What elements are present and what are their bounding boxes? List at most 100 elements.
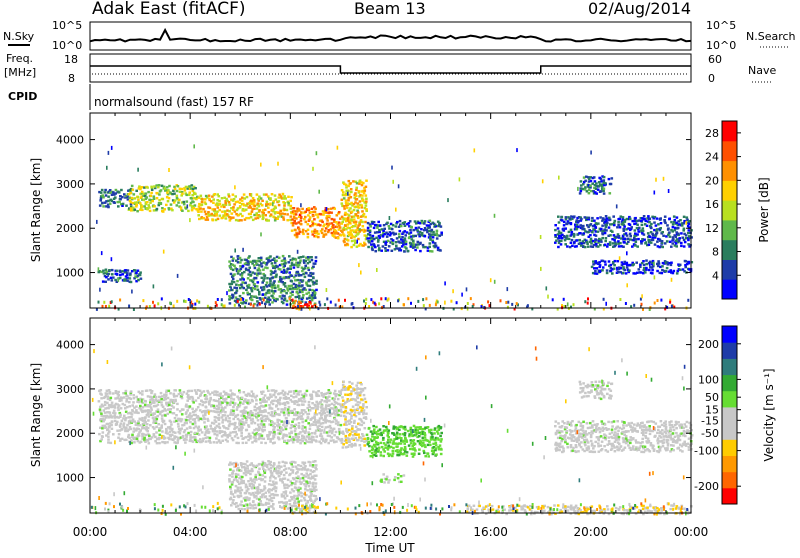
- echo-cell: [640, 242, 643, 244]
- echo-cell: [404, 428, 407, 430]
- echo-cell: [274, 270, 277, 272]
- echo-cell: [291, 410, 294, 412]
- echo-cell: [221, 421, 224, 423]
- echo-cell: [103, 191, 106, 193]
- echo-cell: [242, 287, 245, 289]
- echo-cell: [351, 438, 354, 440]
- echo-cell: [355, 431, 358, 433]
- echo-cell: [122, 203, 125, 205]
- echo-cell: [392, 224, 395, 226]
- echo-cell: [349, 433, 352, 435]
- echo-cell: [269, 260, 272, 262]
- power-echo-cells: [96, 144, 693, 311]
- echo-cell: [391, 250, 394, 252]
- echo-cell: [146, 201, 149, 203]
- echo-cell: [392, 443, 395, 445]
- echo-cell: [427, 455, 430, 457]
- echo-cell: [380, 434, 383, 436]
- echo-cell: [117, 391, 120, 393]
- echo-cell: [396, 221, 399, 223]
- echo-cell: [213, 405, 216, 407]
- echo-cell: [384, 444, 387, 446]
- echo-cell: [587, 297, 589, 300]
- echo-cell: [208, 198, 211, 200]
- echo-cell: [190, 431, 193, 433]
- echo-cell: [304, 276, 307, 278]
- echo-cell: [182, 408, 185, 410]
- echo-cell: [189, 417, 192, 419]
- echo-cell: [620, 267, 623, 269]
- echo-cell: [305, 394, 308, 396]
- echo-cell: [604, 263, 607, 265]
- echo-cell: [594, 180, 597, 182]
- echo-cell: [101, 194, 104, 196]
- echo-cell: [298, 264, 301, 266]
- echo-cell: [283, 204, 286, 206]
- echo-cell: [671, 305, 673, 308]
- echo-cell: [142, 433, 145, 435]
- echo-cell: [207, 211, 210, 213]
- echo-cell: [289, 297, 291, 300]
- echo-cell: [303, 409, 306, 411]
- echo-cell: [387, 432, 390, 434]
- echo-cell: [218, 195, 221, 197]
- echo-cell: [291, 280, 294, 282]
- noise-panel: N.Sky 10^5 10^0 10^5 10^0 N.Search: [3, 19, 796, 52]
- echo-cell: [257, 198, 260, 200]
- echo-cell: [420, 228, 423, 230]
- echo-cell: [246, 416, 249, 418]
- echo-cell: [293, 408, 296, 410]
- echo-cell: [283, 290, 286, 292]
- echo-cell: [340, 415, 343, 417]
- echo-cell: [151, 390, 154, 392]
- echo-cell: [347, 192, 349, 196]
- echo-cell: [388, 298, 390, 301]
- colorbar-tick-label: 20: [705, 174, 719, 187]
- echo-cell: [273, 257, 276, 259]
- echo-cell: [601, 225, 604, 227]
- echo-cell: [282, 302, 285, 304]
- echo-cell: [296, 440, 299, 442]
- echo-cell: [127, 269, 130, 271]
- echo-cell: [430, 429, 433, 431]
- echo-cell: [98, 301, 100, 304]
- echo-cell: [295, 274, 298, 276]
- echo-cell: [263, 288, 266, 290]
- echo-cell: [400, 225, 403, 227]
- echo-cell: [307, 229, 310, 231]
- echo-cell: [294, 279, 297, 281]
- echo-cell: [358, 263, 360, 267]
- echo-cell: [221, 402, 224, 404]
- echo-cell: [680, 232, 683, 234]
- echo-cell: [386, 441, 389, 443]
- echo-cell: [606, 217, 609, 219]
- echo-cell: [422, 244, 425, 246]
- echo-cell: [273, 429, 276, 431]
- echo-cell: [626, 262, 629, 264]
- echo-cell: [114, 412, 117, 414]
- echo-cell: [199, 207, 202, 209]
- echo-cell: [206, 398, 209, 400]
- echo-cell: [346, 243, 349, 245]
- echo-cell: [419, 426, 422, 428]
- echo-cell: [271, 193, 274, 195]
- echo-cell: [590, 180, 593, 182]
- echo-cell: [296, 235, 299, 237]
- echo-cell: [383, 224, 386, 226]
- echo-cell: [557, 216, 560, 218]
- echo-cell: [232, 462, 235, 464]
- nave-label: Nave: [748, 64, 776, 77]
- echo-cell: [265, 404, 268, 406]
- echo-cell: [112, 433, 115, 435]
- echo-cell: [300, 223, 303, 225]
- echo-cell: [339, 226, 342, 228]
- echo-cell: [241, 274, 244, 276]
- echo-cell: [166, 413, 169, 415]
- echo-cell: [232, 278, 235, 280]
- echo-cell: [385, 297, 387, 300]
- echo-cell: [603, 192, 606, 194]
- echo-cell: [267, 207, 270, 209]
- echo-cell: [300, 415, 303, 417]
- echo-cell: [317, 406, 320, 408]
- echo-cell: [108, 269, 111, 271]
